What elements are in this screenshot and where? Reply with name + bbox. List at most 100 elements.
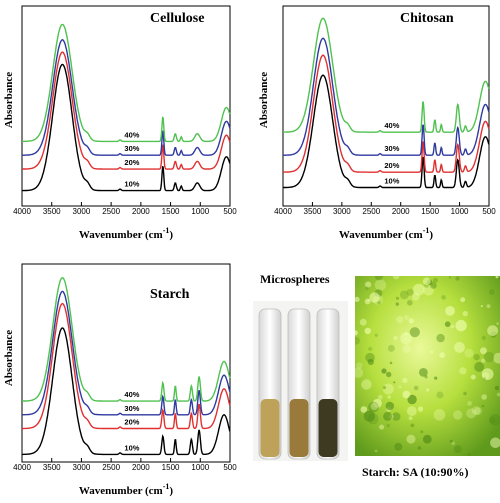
microsphere-speck	[393, 381, 396, 384]
series-label: 40%	[124, 130, 139, 139]
microsphere-speck	[496, 322, 499, 325]
x-tick-label: 1000	[451, 207, 469, 216]
x-tick-label: 500	[223, 463, 237, 472]
microsphere-speck	[399, 290, 409, 300]
cellulose-chart: 4000 3500 3000 2500 2000 1500 1000 500 10% 20% 30%…	[3, 5, 237, 241]
x-tick-label: 3500	[304, 207, 322, 216]
x-tick-label: 4000	[13, 207, 31, 216]
microsphere-speck	[410, 423, 415, 428]
chitosan-chart: 4000 3500 3000 2500 2000 1500 1000 500 10% 20% 30%…	[258, 5, 496, 241]
microsphere-speck	[496, 392, 500, 397]
microsphere-speck	[402, 344, 411, 353]
microsphere-speck	[419, 368, 428, 377]
microsphere-speck	[365, 286, 369, 291]
microsphere-speck	[467, 452, 471, 456]
microsphere-speck	[483, 351, 495, 363]
microsphere-speck	[387, 344, 395, 352]
microsphere-speck	[481, 368, 494, 380]
microsphere-speck	[417, 406, 424, 412]
series-line-20pct	[22, 51, 231, 170]
microsphere-speck	[389, 361, 393, 365]
chart-title: Starch	[150, 287, 190, 302]
microsphere-speck	[407, 394, 417, 405]
microsphere-speck	[374, 279, 387, 291]
vial-powder	[289, 399, 309, 457]
microsphere-speck	[394, 442, 403, 451]
plot-frame	[21, 5, 231, 207]
microsphere-speck	[424, 357, 427, 360]
microsphere-speck	[474, 407, 482, 416]
x-tick-label: 1000	[191, 463, 209, 472]
microsphere-speck	[489, 417, 496, 424]
x-tick-label: 2000	[132, 463, 150, 472]
microsphere-speck	[361, 379, 372, 390]
microsphere-speck	[451, 441, 455, 446]
microsphere-speck	[374, 333, 378, 337]
microspheres-caption: Starch: SA (10:90%)	[362, 465, 469, 479]
x-axis-label: Wavenumber (cm-1)	[79, 482, 174, 497]
microspheres-title: Microspheres	[260, 272, 330, 286]
x-tick-label: 2000	[392, 207, 410, 216]
microsphere-speck	[395, 302, 399, 306]
microsphere-speck	[432, 277, 438, 283]
microsphere-speck	[436, 333, 445, 343]
microsphere-speck	[374, 449, 378, 453]
series-label: 30%	[124, 144, 139, 153]
series-line-40pct	[283, 17, 490, 133]
microsphere-speck	[487, 325, 498, 336]
microsphere-speck	[385, 401, 394, 411]
microsphere-speck	[383, 411, 393, 421]
series-label: 10%	[384, 177, 399, 186]
series-line-20pct	[283, 54, 490, 173]
microsphere-speck	[406, 434, 416, 444]
microsphere-speck	[406, 288, 414, 296]
microsphere-speck	[471, 406, 481, 415]
microsphere-speck	[466, 408, 477, 419]
chart-title: Cellulose	[150, 11, 204, 26]
microsphere-speck	[377, 394, 383, 400]
microsphere-speck	[393, 335, 398, 341]
microsphere-speck	[490, 437, 500, 449]
microsphere-speck	[463, 391, 467, 396]
microsphere-speck	[480, 347, 487, 355]
y-axis-label: Absorbance	[258, 72, 270, 128]
microsphere-speck	[453, 410, 463, 420]
chart-title: Chitosan	[400, 11, 454, 26]
microsphere-speck	[459, 367, 467, 375]
series-line-10pct	[283, 74, 490, 189]
microsphere-speck	[489, 414, 500, 426]
microsphere-speck	[409, 327, 420, 338]
plot-frame	[282, 5, 490, 207]
microsphere-speck	[481, 358, 486, 363]
microsphere-speck	[434, 376, 438, 380]
microsphere-speck	[483, 376, 486, 380]
microsphere-speck	[367, 358, 374, 366]
microsphere-speck	[368, 401, 379, 413]
microsphere-speck	[441, 295, 446, 300]
microsphere-speck	[493, 352, 500, 364]
microsphere-speck	[481, 394, 487, 400]
x-tick-label: 3000	[333, 207, 351, 216]
plot-frame	[21, 263, 231, 463]
series-label: 30%	[384, 144, 399, 153]
starch-panel: 4000 3500 3000 2500 2000 1500 1000 500 10% 20% 30%…	[0, 258, 245, 503]
cellulose-panel: 4000 3500 3000 2500 2000 1500 1000 500 10% 20% 30%…	[0, 0, 245, 250]
microsphere-speck	[464, 348, 474, 358]
series-line-10pct	[22, 63, 231, 192]
vials-photo	[253, 301, 348, 461]
microsphere-speck	[474, 361, 485, 372]
microsphere-speck	[460, 297, 466, 303]
x-tick-label: 1500	[162, 463, 180, 472]
microsphere-speck	[450, 324, 455, 329]
microsphere-speck	[420, 430, 424, 434]
series-line-40pct	[22, 23, 231, 143]
starch-chart: 4000 3500 3000 2500 2000 1500 1000 500 10% 20% 30%…	[3, 263, 237, 497]
microsphere-speck	[430, 282, 437, 289]
vial-powder	[260, 399, 280, 457]
microsphere-speck	[355, 330, 358, 336]
x-tick-label: 1500	[421, 207, 439, 216]
microsphere-speck	[422, 434, 432, 444]
series-label: 20%	[124, 417, 139, 426]
x-tick-label: 3000	[73, 463, 91, 472]
microsphere-speck	[467, 401, 472, 406]
